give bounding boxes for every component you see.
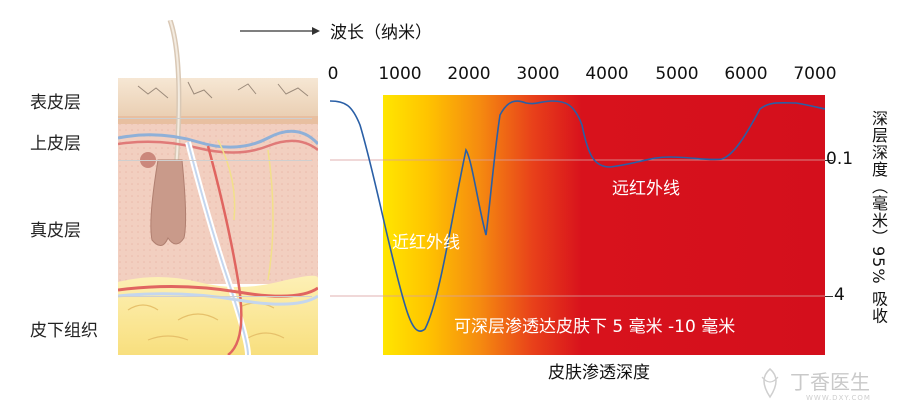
bottom-title: 皮肤渗透深度 bbox=[548, 363, 650, 383]
absorption-curve bbox=[330, 100, 825, 332]
tick-label: 0 bbox=[327, 64, 339, 84]
watermark-url: WWW.DXY.COM bbox=[806, 394, 871, 402]
tick-label: 7000 bbox=[793, 64, 837, 84]
tick-label: 2000 bbox=[447, 64, 491, 84]
layer-label-subcutis: 皮下组织 bbox=[30, 321, 98, 341]
tick-label: 5000 bbox=[655, 64, 699, 84]
tick-label: 1000 bbox=[378, 64, 422, 84]
far-ir-label: 远红外线 bbox=[612, 179, 680, 199]
penetration-chart bbox=[330, 95, 825, 355]
layer-label-dermis: 真皮层 bbox=[30, 221, 81, 241]
watermark-text: 丁香医生 bbox=[790, 370, 870, 394]
tick-label: 4000 bbox=[585, 64, 629, 84]
axis-title: 波长（纳米） bbox=[330, 23, 432, 43]
skin-cross-section bbox=[118, 20, 318, 355]
ir-band bbox=[383, 95, 825, 355]
penetration-label: 可深层渗透达皮肤下 5 毫米 -10 毫米 bbox=[454, 317, 736, 337]
dxy-logo-icon bbox=[761, 368, 779, 399]
layer-label-epidermis: 表皮层 bbox=[30, 93, 81, 113]
depth-axis-title: 深层深度（毫米）95% 吸收 bbox=[869, 110, 888, 325]
tick-label: 3000 bbox=[516, 64, 560, 84]
right-tick-mark bbox=[825, 296, 833, 297]
divider bbox=[118, 296, 312, 297]
layer-label-upper-skin: 上皮层 bbox=[30, 134, 81, 154]
divider bbox=[118, 160, 312, 161]
right-tick-label: 0.1 bbox=[826, 149, 854, 169]
divider bbox=[118, 118, 312, 119]
near-ir-label: 近红外线 bbox=[392, 233, 460, 253]
right-tick-mark bbox=[825, 160, 833, 161]
right-tick-label: 4 bbox=[834, 285, 845, 305]
tick-label: 6000 bbox=[724, 64, 768, 84]
axis-arrow-icon bbox=[240, 27, 320, 35]
